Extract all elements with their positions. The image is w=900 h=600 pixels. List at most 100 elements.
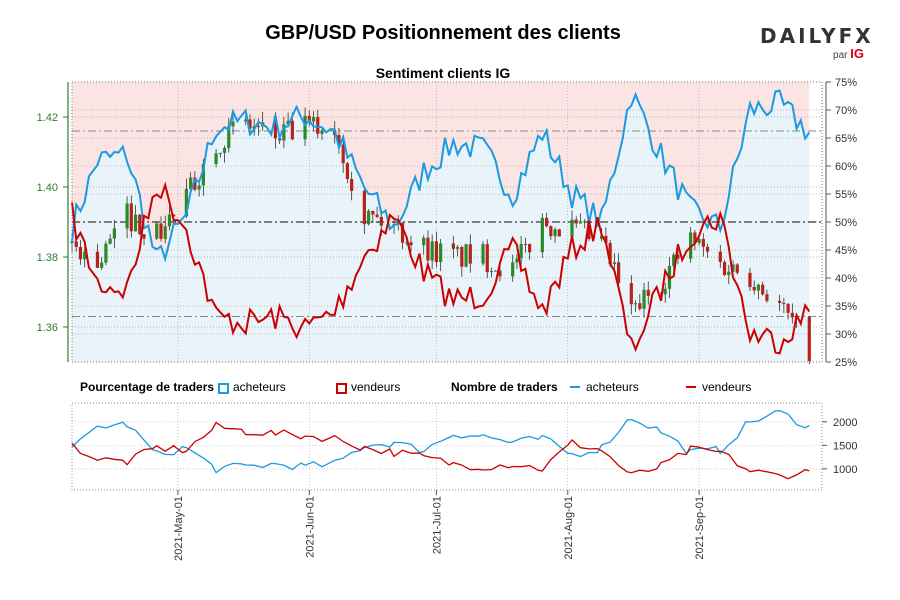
sellers-area xyxy=(72,82,810,259)
candle-body xyxy=(722,261,727,275)
candle-body xyxy=(519,243,523,259)
candle-body xyxy=(350,178,354,191)
x-axis-label: 2021-Jul-01 xyxy=(431,496,443,554)
candle-body xyxy=(807,316,811,361)
candle-body xyxy=(468,244,472,264)
candle-body xyxy=(231,121,235,127)
candle-body xyxy=(273,122,277,139)
candle-body xyxy=(430,241,434,261)
candle-body xyxy=(629,283,633,305)
legend-count-sellers: vendeurs xyxy=(686,380,751,396)
candle-body xyxy=(256,126,261,128)
candle-body xyxy=(481,244,485,264)
candle-body xyxy=(693,232,697,244)
right-axis-label: 35% xyxy=(835,301,857,313)
right-axis-label: 25% xyxy=(835,357,857,369)
brand-name-right: FX xyxy=(838,24,874,48)
candle-body xyxy=(604,235,608,243)
legend-pct-buyers-label: acheteurs xyxy=(233,380,286,394)
left-axis-label: 1.40 xyxy=(37,182,58,194)
candle-body xyxy=(786,304,790,313)
sellers-pct-line xyxy=(71,181,811,355)
candle-body xyxy=(528,244,532,253)
candle-body xyxy=(290,120,294,140)
candle-body xyxy=(689,232,693,259)
x-axis-label: 2021-Jun-01 xyxy=(304,496,316,558)
candle-body xyxy=(752,287,756,291)
right-axis-label: 75% xyxy=(835,77,857,89)
candle-body xyxy=(735,264,739,273)
candle-body xyxy=(184,188,189,217)
candle-body xyxy=(523,243,527,245)
right-axis-label: 40% xyxy=(835,273,857,285)
candle-body xyxy=(748,272,752,288)
legend-count-title: Nombre de traders xyxy=(451,380,558,394)
candle-body xyxy=(617,262,621,284)
candle-body xyxy=(83,251,87,260)
candle-body xyxy=(633,303,638,305)
candle-body xyxy=(498,270,502,277)
candle-body xyxy=(129,203,133,232)
candle-body xyxy=(100,262,104,268)
candle-body xyxy=(697,238,701,244)
candle-body xyxy=(574,219,578,224)
candle-body xyxy=(104,243,108,263)
candle-body xyxy=(756,284,761,291)
candle-body xyxy=(311,117,316,122)
candle-body xyxy=(201,163,205,186)
candle-body xyxy=(345,163,350,179)
candle-body xyxy=(511,262,515,277)
candle-body xyxy=(95,251,100,268)
candle-body xyxy=(515,258,519,263)
candle-body xyxy=(663,288,667,295)
candle-body xyxy=(244,119,248,122)
candle-body xyxy=(540,217,544,253)
candle-body xyxy=(765,294,769,301)
candle-body xyxy=(485,244,489,273)
x-axis-label: 2021-Sep-01 xyxy=(694,496,706,560)
brand-ig: IG xyxy=(850,46,864,61)
x-axis-label: 2021-May-01 xyxy=(173,496,185,561)
candle-body xyxy=(646,289,650,296)
candle-body xyxy=(409,242,413,246)
candle-body xyxy=(434,241,439,263)
candle-body xyxy=(375,214,379,217)
candle-body xyxy=(549,226,553,237)
dailyfx-logo: DAILYFX par IG xyxy=(760,24,871,64)
candle-body xyxy=(248,119,252,129)
candle-body xyxy=(676,254,680,259)
candle-body xyxy=(222,147,227,153)
candle-body xyxy=(638,303,642,309)
candle-body xyxy=(78,247,83,260)
candle-body xyxy=(155,223,159,239)
chart-title: GBP/USD Positionnement des clients xyxy=(265,22,621,44)
legend-count-buyers: acheteurs xyxy=(570,380,639,396)
right-axis-label: 50% xyxy=(835,217,857,229)
right-axis-label: 55% xyxy=(835,189,857,201)
count-axis-label: 1000 xyxy=(833,464,857,476)
candle-body xyxy=(727,271,731,275)
x-axis-label: 2021-Aug-01 xyxy=(563,496,575,560)
candle-body xyxy=(167,214,172,227)
candle-body xyxy=(189,177,193,189)
candle-body xyxy=(790,312,794,318)
brand-by: par xyxy=(833,50,848,61)
candle-body xyxy=(426,237,430,261)
candle-body xyxy=(172,214,176,217)
candle-body xyxy=(138,214,142,235)
right-axis-label: 60% xyxy=(835,161,857,173)
candle-body xyxy=(778,300,782,303)
candle-body xyxy=(214,153,218,164)
legend-count-sellers-label: vendeurs xyxy=(702,380,752,394)
legend-pct-sellers-label: vendeurs xyxy=(351,380,401,394)
candle-body xyxy=(451,243,455,249)
candle-body xyxy=(553,229,557,237)
left-axis-label: 1.36 xyxy=(37,322,58,334)
candle-body xyxy=(489,271,494,273)
candle-body xyxy=(112,228,116,239)
candle-body xyxy=(133,214,138,232)
candle-body xyxy=(218,152,222,154)
candle-body xyxy=(362,190,366,225)
candle-body xyxy=(570,219,574,237)
